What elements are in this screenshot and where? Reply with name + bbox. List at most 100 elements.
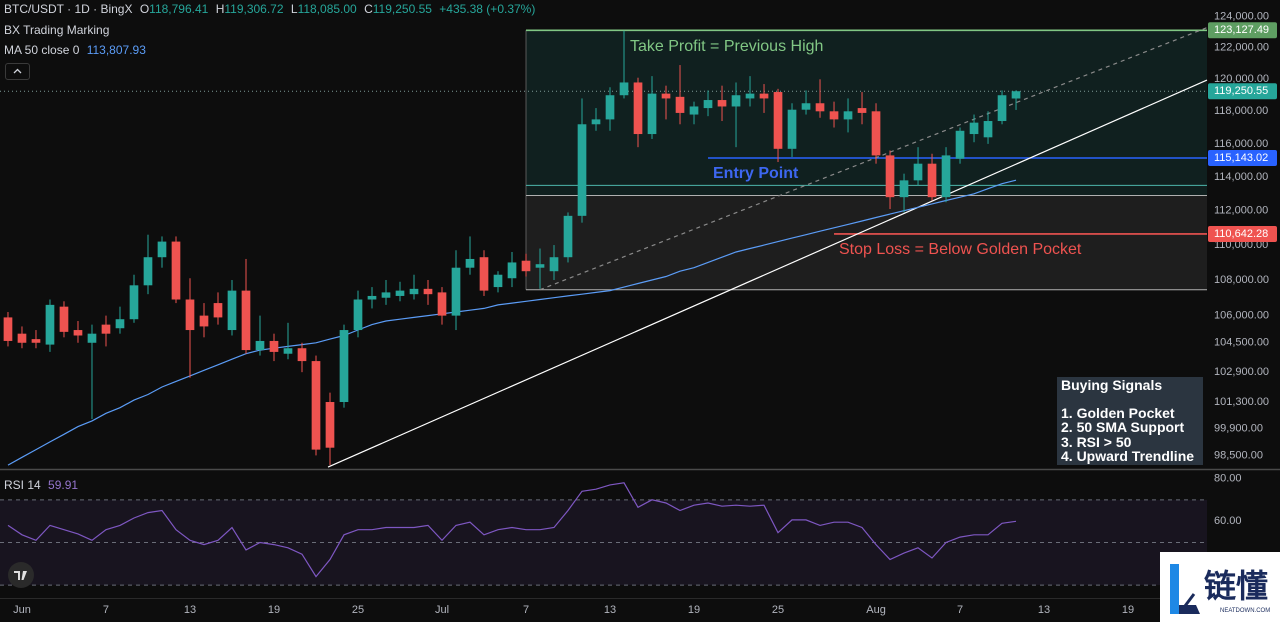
- signal-item: 3. RSI > 50: [1061, 433, 1132, 450]
- price-tag-label: 123,127.49: [1214, 24, 1269, 36]
- x-tick-label: 7: [523, 604, 529, 616]
- y-tick-label: 112,000.00: [1214, 205, 1268, 217]
- y-tick-label: 118,000.00: [1214, 105, 1268, 117]
- tradingview-logo[interactable]: [7, 561, 35, 589]
- price-tag: [1208, 225, 1277, 242]
- x-tick-label: 25: [352, 604, 364, 616]
- y-tick-label: 106,000.00: [1214, 310, 1269, 322]
- candle-body: [73, 330, 83, 336]
- candle-body: [563, 215, 573, 258]
- candle-body: [507, 262, 517, 279]
- candle-body: [759, 93, 769, 99]
- watermark: 链懂 NEATDOWN.COM: [1160, 552, 1280, 622]
- ohlc-value: 118,085.00: [297, 2, 357, 16]
- candle-body: [31, 339, 41, 343]
- price-tag-label: 110,642.28: [1214, 228, 1268, 240]
- change: +435.38 (+0.37%): [439, 2, 536, 16]
- candle-body: [479, 257, 489, 291]
- candle-body: [255, 340, 265, 351]
- ohlc-key: C: [364, 2, 373, 16]
- candle-body: [465, 258, 475, 268]
- x-tick-label: Jul: [435, 604, 449, 616]
- candle-body: [1011, 91, 1021, 99]
- candle-body: [983, 121, 993, 138]
- ohlc-value: 119,306.72: [224, 2, 284, 16]
- candle-body: [661, 93, 671, 99]
- candle-body: [871, 111, 881, 156]
- candle-body: [311, 361, 321, 450]
- signals-title: Buying Signals: [1061, 377, 1163, 393]
- y-tick-label: 108,000.00: [1214, 274, 1269, 286]
- annotation: Stop Loss = Below Golden Pocket: [839, 241, 1082, 258]
- candle-body: [241, 290, 251, 351]
- ohlc-key: H: [215, 2, 225, 16]
- watermark-brand: 链懂: [1204, 567, 1269, 605]
- rsi-value: 59.91: [48, 478, 79, 492]
- price-tag-label: 115,143.02: [1214, 152, 1268, 164]
- candle-body: [171, 241, 181, 300]
- x-tick-label: 19: [688, 604, 700, 616]
- annotation: Entry Point: [713, 165, 799, 182]
- y-tick-label: 116,000.00: [1214, 138, 1268, 150]
- candle-body: [325, 402, 335, 448]
- trendline: [327, 79, 1208, 468]
- collapse-button[interactable]: [5, 63, 30, 80]
- candle-body: [885, 155, 895, 198]
- candle-body: [941, 155, 951, 198]
- candle-body: [451, 267, 461, 316]
- price-tag: [1208, 83, 1277, 100]
- symbol: BTC/USDT · 1D · BingX: [4, 2, 133, 16]
- y-tick-label: 114,000.00: [1214, 171, 1268, 183]
- candle-body: [423, 288, 433, 295]
- x-tick-label: 19: [268, 604, 280, 616]
- indicator-row: BX Trading Marking: [4, 23, 113, 37]
- candle-body: [143, 257, 153, 286]
- candle-body: [633, 82, 643, 135]
- x-tick-label: 13: [604, 604, 616, 616]
- candle-body: [899, 180, 909, 198]
- ma-name: MA 50 close 0: [4, 43, 80, 57]
- candle-body: [689, 106, 699, 115]
- candle-body: [115, 319, 125, 329]
- candle-body: [269, 340, 279, 352]
- candle-body: [801, 103, 811, 110]
- ohlc-value: 118,796.41: [149, 2, 209, 16]
- rsi-row: RSI 14 59.91: [4, 478, 82, 492]
- ma-line: [7, 179, 1017, 466]
- candle-body: [101, 324, 111, 334]
- candle-body: [913, 163, 923, 181]
- x-tick-label: Aug: [866, 604, 886, 616]
- signal-item: 1. Golden Pocket: [1061, 404, 1175, 421]
- watermark-site: NEATDOWN.COM: [1220, 608, 1271, 614]
- rsi-name: RSI 14: [4, 478, 41, 492]
- chevron-icon: [13, 68, 22, 74]
- candle-body: [129, 285, 139, 320]
- candle-body: [787, 109, 797, 149]
- zone: [526, 195, 1207, 290]
- price-tag-label: 119,250.55: [1214, 85, 1268, 97]
- candle-body: [45, 304, 55, 345]
- x-tick-label: 13: [1038, 604, 1050, 616]
- x-tick-label: 7: [957, 604, 963, 616]
- y-tick-label: 104,500.00: [1214, 337, 1269, 349]
- price-tag: [1208, 22, 1277, 39]
- ma-row: MA 50 close 0 113,807.93: [4, 43, 150, 57]
- y-tick-label: 80.00: [1214, 472, 1242, 484]
- candle-body: [731, 95, 741, 107]
- candle-body: [605, 95, 615, 120]
- candle-body: [955, 130, 965, 159]
- ma-value: 113,807.93: [86, 43, 146, 57]
- candle-body: [969, 122, 979, 135]
- candle-body: [339, 330, 349, 403]
- candle-body: [493, 274, 503, 288]
- candle-body: [703, 100, 713, 109]
- candle-body: [381, 292, 391, 298]
- y-tick-label: 124,000.00: [1214, 11, 1269, 23]
- x-tick-label: 7: [103, 604, 109, 616]
- zone: [526, 30, 1207, 196]
- candle-body: [213, 303, 223, 318]
- candle-body: [353, 299, 363, 331]
- candle-body: [59, 306, 69, 332]
- y-tick-label: 102,900.00: [1214, 366, 1269, 378]
